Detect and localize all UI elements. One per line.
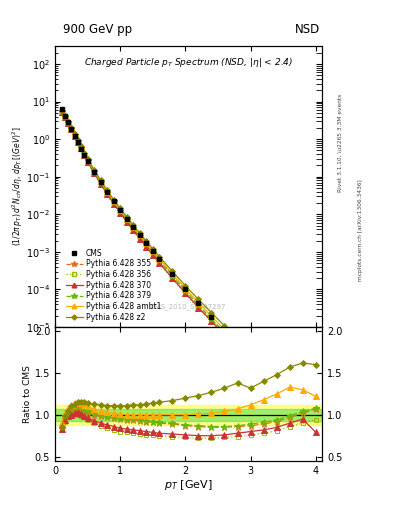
Y-axis label: Ratio to CMS: Ratio to CMS <box>23 365 32 423</box>
Text: NSD: NSD <box>295 24 320 36</box>
Text: Rivet 3.1.10, \u2265 3.3M events: Rivet 3.1.10, \u2265 3.3M events <box>338 94 343 193</box>
Text: CMS_2010_S8547297: CMS_2010_S8547297 <box>151 304 226 310</box>
Text: 900 GeV pp: 900 GeV pp <box>63 24 132 36</box>
Legend: CMS, Pythia 6.428 355, Pythia 6.428 356, Pythia 6.428 370, Pythia 6.428 379, Pyt: CMS, Pythia 6.428 355, Pythia 6.428 356,… <box>64 247 162 323</box>
Text: Charged Particle $p_T$ Spectrum (NSD, $|\eta|$ < 2.4): Charged Particle $p_T$ Spectrum (NSD, $|… <box>84 56 293 69</box>
Bar <box>55 405 322 425</box>
X-axis label: $p_T$ [GeV]: $p_T$ [GeV] <box>164 478 213 493</box>
Y-axis label: $(1/2\pi\,p_T)\,d^2N_{ch}/d\eta,\,dp_T\,[(GeV)^2]$: $(1/2\pi\,p_T)\,d^2N_{ch}/d\eta,\,dp_T\,… <box>10 127 25 246</box>
Bar <box>55 409 322 421</box>
Text: mcplots.cern.ch [arXiv:1306.3436]: mcplots.cern.ch [arXiv:1306.3436] <box>358 180 363 281</box>
